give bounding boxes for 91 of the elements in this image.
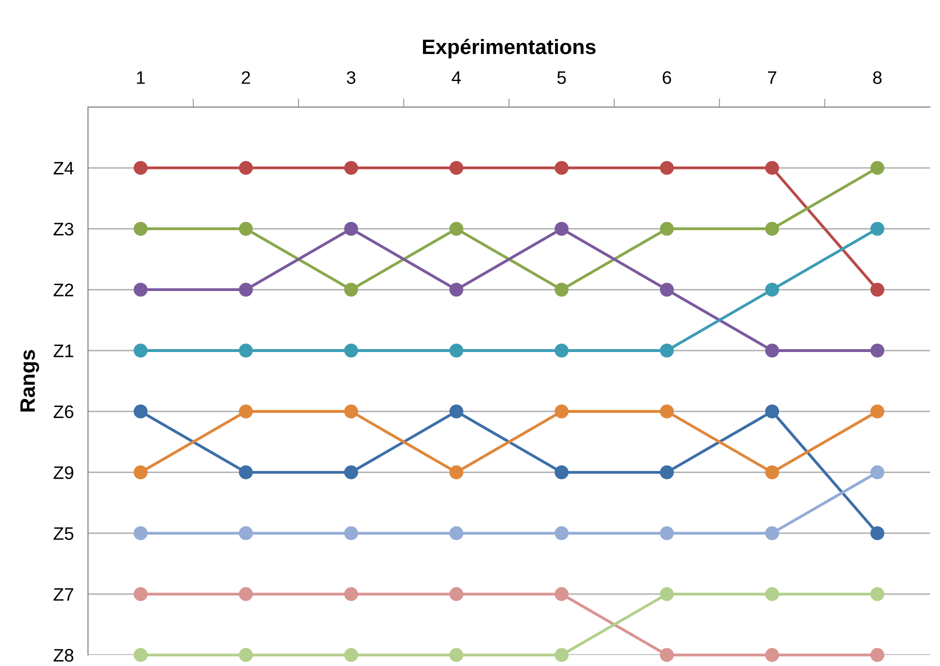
category-label: Z7 [54,588,74,601]
point [554,526,569,540]
category-label: Z8 [54,648,74,662]
point [554,222,569,236]
point [554,465,569,480]
point [449,160,464,175]
point [554,587,569,602]
point [765,587,780,602]
point [344,222,358,236]
x-tick-label: 3 [346,71,356,84]
point [449,404,464,418]
point [870,160,884,175]
point [660,282,674,297]
point [660,465,674,480]
point [449,222,464,236]
point [765,404,780,418]
point [660,404,674,418]
x-tick-label: 6 [662,71,672,84]
x-tick-label: 5 [557,71,566,84]
point [238,282,253,297]
point [870,344,884,358]
point [449,344,464,358]
point [660,222,674,236]
point [134,648,148,662]
point [660,648,674,662]
point [344,344,358,358]
point [238,344,253,358]
x-tick-label: 7 [768,71,776,84]
point [238,648,253,662]
point [870,282,884,297]
x-tick-label: 1 [136,71,145,84]
point [134,526,148,540]
point [554,344,569,358]
point [344,648,358,662]
category-label: Z2 [54,284,74,296]
point [344,160,358,175]
category-label: Z5 [54,527,74,540]
point [660,526,674,540]
point [134,465,148,480]
point [134,160,148,175]
point [238,160,253,175]
category-label: Z3 [54,222,74,236]
point [449,526,464,540]
point [134,282,148,297]
point [870,526,884,540]
point [134,404,148,418]
point [870,648,884,662]
point [554,160,569,175]
point [449,648,464,662]
point [554,648,569,662]
point [765,465,780,480]
point [765,222,780,236]
point [238,404,253,418]
category-label: Z6 [54,405,74,418]
point [344,404,358,418]
point [660,160,674,175]
category-label: Z4 [54,162,74,174]
point [134,344,148,358]
x-tick-label: 4 [452,71,461,84]
point [660,587,674,602]
point [765,648,780,662]
point [134,222,148,236]
point [870,222,884,236]
y-axis-title: Rangs [20,350,40,412]
x-tick-label: 8 [873,71,882,84]
point [344,465,358,480]
point [238,526,253,540]
x-tick-label: 2 [242,71,250,84]
point [870,404,884,418]
point [449,465,464,480]
point [238,587,253,602]
category-label: Z9 [54,466,74,480]
point [344,526,358,540]
point [870,465,884,480]
point [765,526,780,540]
point [134,587,148,602]
point [870,587,884,602]
point [449,282,464,297]
point [554,282,569,297]
point [765,282,780,297]
point [238,465,253,480]
point [344,587,358,602]
point [344,282,358,297]
point [554,404,569,418]
x-axis-title: Expérimentations [422,38,596,58]
point [449,587,464,602]
point [238,222,253,236]
point [765,160,780,175]
point [765,344,780,358]
category-label: Z1 [54,344,74,358]
point [660,344,674,358]
